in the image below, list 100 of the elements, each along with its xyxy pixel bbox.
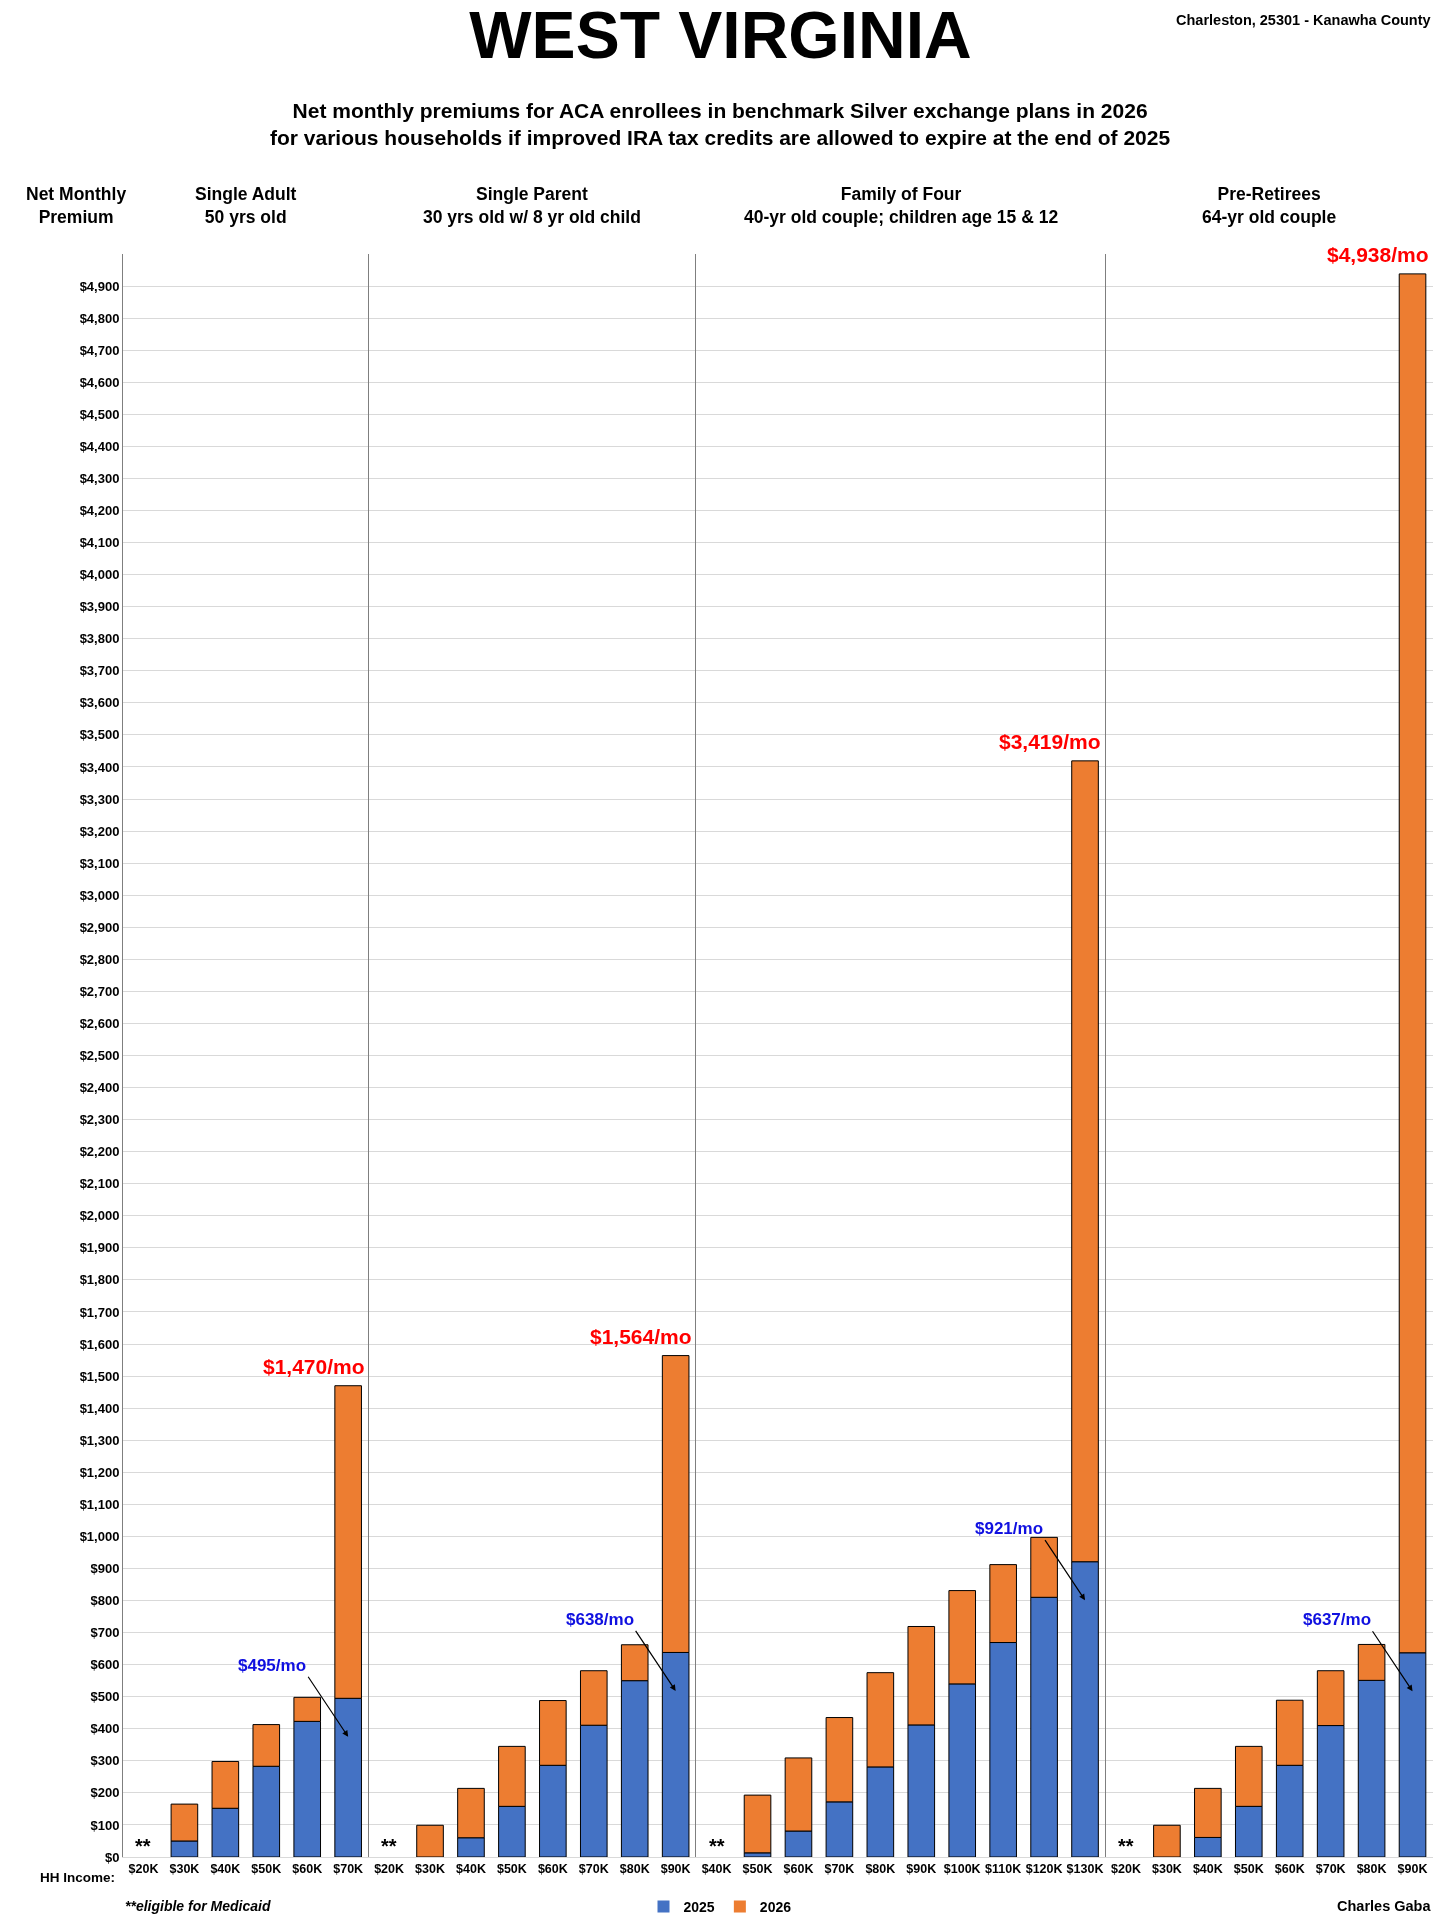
annotation: $1,470/mo xyxy=(263,1355,365,1378)
y-tick-label: $1,400 xyxy=(79,1400,120,1416)
y-tick-label: $700 xyxy=(90,1625,120,1641)
x-tick-label: $70K xyxy=(578,1862,609,1876)
x-tick-label: $50K xyxy=(251,1862,282,1876)
y-tick-label: $4,600 xyxy=(79,374,120,390)
y-tick-label: $2,500 xyxy=(79,1048,120,1064)
x-tick-label: $100K xyxy=(943,1862,981,1876)
y-tick-label: $2,900 xyxy=(79,919,120,935)
x-tick-label: $70K xyxy=(1315,1862,1346,1876)
y-tick-label: $3,300 xyxy=(79,791,120,807)
y-tick-label: $2,300 xyxy=(79,1112,120,1128)
y-tick-label: $1,000 xyxy=(79,1528,120,1544)
x-tick-label: $120K xyxy=(1025,1862,1063,1876)
y-tick-label: $400 xyxy=(90,1721,120,1737)
bar xyxy=(1153,1824,1181,1857)
text: Net monthly premiums for ACA enrollees in benchmark Silver exchange plans in 2026 for various households if improved IRA tax credits are allowed to expire at the end of 2025 xyxy=(270,99,1171,150)
y-tick-label: $4,200 xyxy=(79,503,120,519)
x-tick-label: $50K xyxy=(1233,1862,1264,1876)
y-tick-label: $2,100 xyxy=(79,1176,120,1192)
y-tick-label: $4,100 xyxy=(79,535,120,551)
x-tick-label: $30K xyxy=(1151,1862,1182,1876)
x-tick-label: $80K xyxy=(1356,1862,1387,1876)
y-tick-label: $900 xyxy=(90,1561,120,1577)
y-tick-label: $3,800 xyxy=(79,631,120,647)
chart-title: Single Parent 30 yrs old w/ 8 yr old child xyxy=(423,184,641,227)
y-tick-label: $2,000 xyxy=(79,1208,120,1224)
x-tick-label: $40K xyxy=(210,1862,241,1876)
x-tick-label: $90K xyxy=(660,1862,691,1876)
chart-title: Family of Four 40-yr old couple; children age 15 & 12 xyxy=(744,184,1059,227)
x-tick-label: $60K xyxy=(783,1862,814,1876)
annotation: ** xyxy=(135,1835,151,1857)
y-tick-label: $3,500 xyxy=(79,727,120,743)
annotation: $638/mo xyxy=(566,1610,635,1629)
bar xyxy=(743,1794,772,1854)
annotation: $921/mo xyxy=(975,1519,1044,1538)
annotation: $495/mo xyxy=(238,1656,307,1675)
x-tick-label: $60K xyxy=(537,1862,568,1876)
y-tick-label: $800 xyxy=(90,1593,120,1609)
legend-label: 2026 xyxy=(759,1899,792,1916)
y-tick-label: $4,800 xyxy=(79,310,120,326)
x-tick-label: $70K xyxy=(333,1862,364,1876)
y-tick-label: $100 xyxy=(90,1817,120,1833)
y-tick-label: $2,400 xyxy=(79,1080,120,1096)
annotation: $637/mo xyxy=(1303,1610,1372,1629)
x-tick-label: $50K xyxy=(742,1862,773,1876)
y-tick-label: $1,800 xyxy=(79,1272,120,1288)
y-tick-label: $2,200 xyxy=(79,1144,120,1160)
x-tick-label: $40K xyxy=(701,1862,732,1876)
text: WEST VIRGINIA xyxy=(469,0,972,73)
y-tick-label: $3,000 xyxy=(79,887,120,903)
text: Charleston, 25301 - Kanawha County xyxy=(1176,12,1431,28)
y-tick-label: $1,900 xyxy=(79,1240,120,1256)
y-tick-label: $1,500 xyxy=(79,1368,120,1384)
y-tick-label: $1,600 xyxy=(79,1336,120,1352)
y-tick-label: $1,700 xyxy=(79,1304,120,1320)
text: **eligible for Medicaid xyxy=(125,1898,271,1914)
y-tick-label: $3,600 xyxy=(79,695,120,711)
annotation: ** xyxy=(1118,1835,1134,1857)
annotation: $1,564/mo xyxy=(590,1325,692,1348)
x-tick-label: $20K xyxy=(128,1862,159,1876)
y-tick-label: $4,400 xyxy=(79,438,120,454)
y-axis-title: Net Monthly Premium xyxy=(26,184,127,227)
y-tick-label: $3,400 xyxy=(79,759,120,775)
x-tick-label: $90K xyxy=(906,1862,937,1876)
y-tick-label: $2,800 xyxy=(79,951,120,967)
y-tick-label: $4,500 xyxy=(79,406,120,422)
bar xyxy=(416,1824,444,1857)
x-tick-label: $40K xyxy=(1192,1862,1223,1876)
legend-label: 2025 xyxy=(683,1899,715,1916)
y-tick-label: $200 xyxy=(90,1785,120,1801)
y-tick-label: $1,300 xyxy=(79,1432,120,1448)
x-tick-label: $20K xyxy=(1111,1862,1141,1876)
annotation: ** xyxy=(381,1835,397,1857)
y-tick-label: $2,700 xyxy=(79,983,120,999)
y-tick-label: $1,200 xyxy=(79,1464,120,1480)
y-tick-label: $0 xyxy=(104,1849,120,1865)
y-tick-label: $300 xyxy=(90,1753,120,1769)
x-tick-label: $60K xyxy=(292,1862,323,1876)
y-tick-label: $4,700 xyxy=(79,342,120,358)
chart-title: Pre-Retirees 64-yr old couple xyxy=(1202,184,1337,227)
x-tick-label: $80K xyxy=(865,1862,896,1876)
y-tick-label: $4,000 xyxy=(79,567,120,583)
x-tick-label: $60K xyxy=(1274,1862,1305,1876)
x-tick-label: $30K xyxy=(415,1862,445,1876)
x-tick-label: $90K xyxy=(1397,1862,1428,1876)
annotation: $4,938/mo xyxy=(1327,243,1429,266)
x-tick-label: $70K xyxy=(824,1862,855,1876)
x-tick-label: $50K xyxy=(496,1862,527,1876)
y-tick-label: $4,900 xyxy=(79,278,120,294)
y-tick-label: $500 xyxy=(90,1689,120,1705)
y-tick-label: $3,900 xyxy=(79,599,120,615)
x-tick-label: $110K xyxy=(985,1862,1022,1876)
chart-title: Single Adult 50 yrs old xyxy=(195,184,297,227)
x-tick-label: $40K xyxy=(456,1862,486,1876)
y-tick-label: $600 xyxy=(90,1657,120,1673)
y-tick-label: $1,100 xyxy=(79,1496,120,1512)
y-tick-label: $3,700 xyxy=(79,663,120,679)
x-tick-label: $80K xyxy=(619,1862,650,1876)
annotation: $3,419/mo xyxy=(999,730,1101,753)
